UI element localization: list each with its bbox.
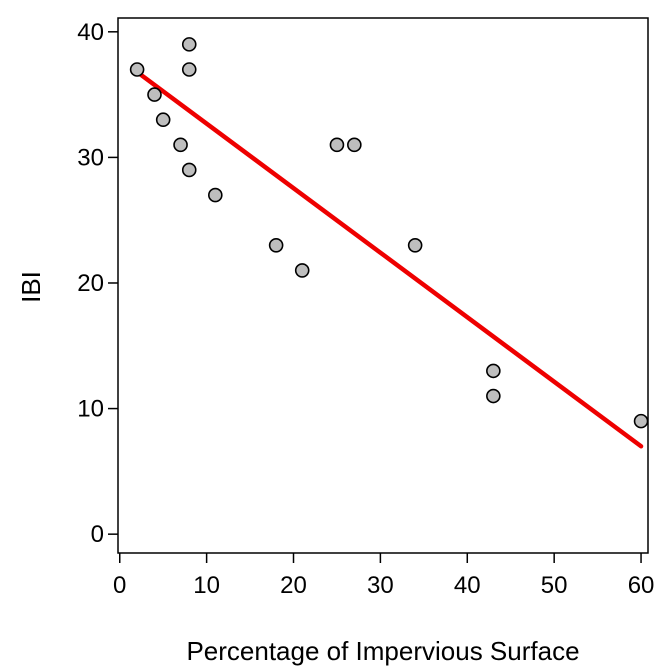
data-point (347, 137, 362, 153)
points-group (129, 37, 649, 429)
y-axis: 0 10 20 30 40 (77, 19, 118, 548)
y-tick-label: 20 (77, 270, 104, 297)
data-point (486, 363, 501, 379)
data-point (407, 238, 423, 253)
data-point (633, 413, 649, 429)
y-tick-label: 0 (91, 521, 104, 548)
data-point (486, 388, 501, 404)
data-point (208, 187, 223, 203)
x-axis: 0 10 20 30 40 50 60 (113, 553, 654, 599)
x-axis-title: Percentage of Impervious Surface (186, 636, 579, 666)
y-tick-label: 30 (77, 144, 104, 171)
x-tick-label: 50 (541, 572, 568, 599)
data-point (181, 62, 197, 77)
y-tick-label: 40 (77, 19, 104, 46)
x-tick-label: 60 (628, 572, 655, 599)
fit-line-group (134, 69, 644, 449)
plot-frame (117, 17, 649, 554)
x-tick-label: 0 (113, 572, 126, 599)
y-axis-title: IBI (16, 271, 46, 303)
data-point (147, 87, 162, 102)
y-tick-label: 10 (77, 396, 104, 423)
data-point (155, 112, 171, 128)
data-point (268, 238, 284, 253)
x-tick-label: 30 (367, 572, 394, 599)
regression-line (134, 69, 644, 449)
x-tick-label: 40 (454, 572, 481, 599)
data-point (294, 263, 310, 278)
x-tick-label: 20 (280, 572, 307, 599)
data-point (329, 137, 345, 153)
data-point (173, 137, 188, 153)
data-point (181, 162, 197, 178)
x-tick-label: 10 (193, 572, 220, 599)
data-point (129, 62, 145, 77)
data-point (181, 37, 197, 52)
